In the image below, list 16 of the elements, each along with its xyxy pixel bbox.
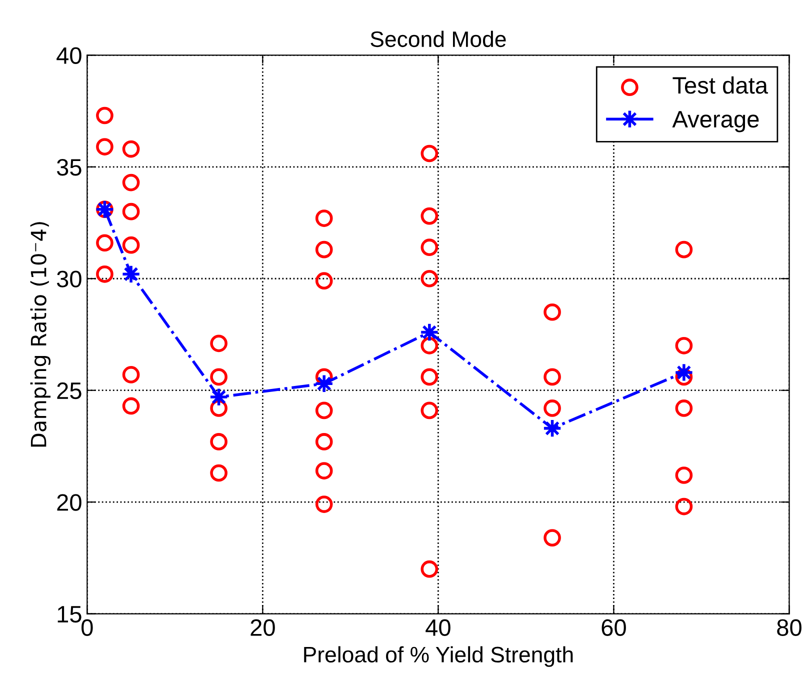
x-tick-label: 40 [426,619,450,636]
x-tick-label: 20 [250,619,275,636]
y-tick-label: 40 [56,47,82,64]
x-tick-label: 80 [777,619,802,636]
y-tick-label: 25 [57,382,82,400]
y-axis-title: Damping Ratio (10⁻4) [30,222,50,447]
legend-label: Test data [672,76,768,94]
chart-title: Second Mode [370,30,506,48]
x-axis-title: Preload of % Yield Strength [304,646,573,667]
y-tick-label: 35 [56,158,82,176]
x-tick-label: 60 [602,619,626,636]
y-tick-label: 30 [56,270,82,288]
y-tick-label: 15 [58,606,82,623]
y-tick-label: 20 [57,494,82,511]
x-tick-label: 0 [82,619,93,636]
legend-label: Average [672,111,759,132]
